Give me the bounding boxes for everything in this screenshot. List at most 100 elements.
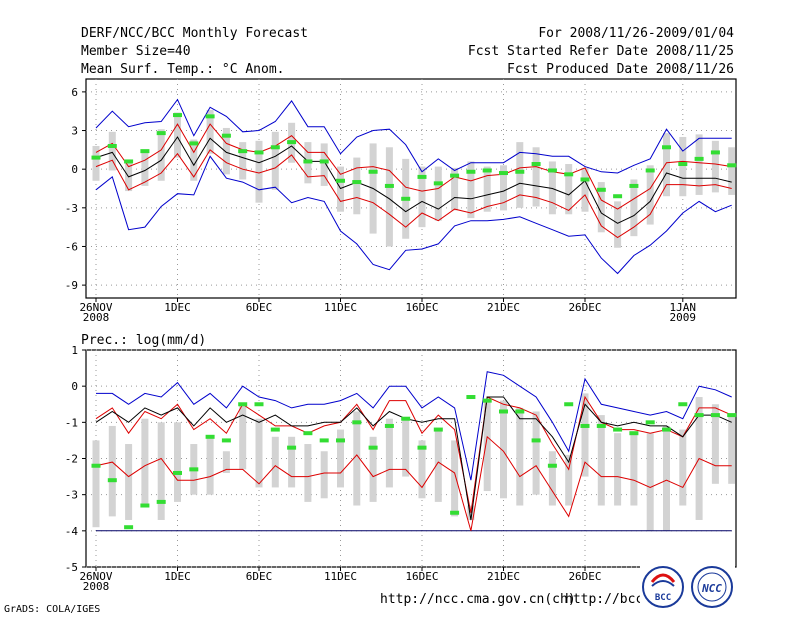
x-tick-label: 26DEC	[568, 570, 601, 583]
observed-marker	[401, 196, 411, 201]
spread-box	[711, 404, 719, 484]
y-tick-label: -1	[65, 416, 78, 429]
spread-box	[516, 407, 524, 506]
x-tick-label: 26NOV	[79, 301, 112, 314]
spread-box	[500, 165, 507, 211]
spread-box	[337, 166, 344, 212]
spread-box	[434, 429, 442, 502]
observed-marker	[221, 133, 231, 138]
spread-box	[695, 134, 703, 195]
spread-box	[141, 151, 149, 186]
spread-box	[337, 429, 344, 488]
observed-marker	[564, 172, 574, 177]
variable-label: Mean Surf. Temp.: °C Anom.	[81, 62, 285, 77]
spread-box	[467, 161, 475, 219]
spread-box	[451, 167, 459, 211]
observed-marker	[499, 409, 508, 414]
series-line-min	[95, 155, 732, 275]
observed-marker	[678, 402, 688, 407]
observed-marker	[727, 163, 737, 168]
spread-box	[108, 425, 116, 517]
y-tick-label: 6	[71, 86, 78, 99]
spread-box	[663, 425, 670, 531]
observed-marker	[417, 174, 427, 179]
observed-marker	[254, 402, 264, 407]
spread-box	[581, 167, 589, 212]
x-tick-label: 21DEC	[487, 570, 520, 583]
observed-marker	[466, 395, 476, 400]
y-tick-label: 1	[71, 344, 78, 357]
spread-box	[728, 147, 736, 195]
x-tick-label: 6DEC	[246, 570, 273, 583]
observed-marker	[205, 434, 215, 439]
spread-box	[532, 147, 540, 207]
series-line-median	[95, 136, 732, 224]
observed-marker	[580, 423, 590, 428]
observed-marker	[547, 463, 557, 468]
spread-box	[385, 418, 393, 488]
x-tick-label: 26DEC	[568, 301, 601, 314]
observed-marker	[580, 177, 590, 182]
x-tick-label: 6DEC	[246, 301, 273, 314]
x-tick-label: 16DEC	[405, 301, 438, 314]
spread-box	[385, 147, 393, 247]
spread-box	[630, 433, 638, 506]
series-line-lower	[95, 149, 732, 239]
spread-box	[548, 451, 556, 506]
spread-box	[614, 433, 622, 506]
y-tick-label: -9	[65, 279, 78, 292]
observed-marker	[238, 149, 248, 154]
observed-marker	[564, 402, 574, 407]
observed-marker	[450, 510, 460, 515]
url-ch[interactable]: http://ncc.cma.gov.cn(ch)	[380, 592, 576, 607]
series-line-median	[95, 396, 732, 521]
spread-box	[500, 400, 507, 499]
forecast-period: For 2008/11/26-2009/01/04	[538, 26, 734, 41]
observed-marker	[173, 470, 182, 475]
precip-label: Prec.: log(mm/d)	[81, 333, 207, 348]
series-line-upper	[95, 395, 732, 513]
observed-marker	[629, 431, 639, 436]
observed-marker	[352, 180, 362, 185]
spread-box	[369, 436, 377, 502]
spread-box	[483, 400, 491, 492]
observed-marker	[91, 155, 101, 160]
y-tick-label: -3	[65, 202, 78, 215]
spread-box	[271, 436, 279, 488]
observed-marker	[499, 171, 508, 176]
spread-box	[418, 166, 426, 228]
spread-box	[125, 444, 133, 520]
x-tick-label: 26NOV	[79, 570, 112, 583]
observed-marker	[221, 438, 231, 443]
url-en[interactable]: http://bcc.cma.gov.cn(en)	[565, 592, 641, 607]
chart-title: DERF/NCC/BCC Monthly Forecast	[81, 26, 308, 41]
observed-marker	[531, 162, 541, 167]
observed-marker	[91, 463, 101, 468]
observed-marker	[547, 168, 557, 173]
observed-marker	[645, 168, 655, 173]
x-tick-label: 1JAN	[670, 301, 697, 314]
x-tick-label: 1DEC	[164, 570, 191, 583]
y-tick-label: 3	[71, 125, 78, 138]
spread-box	[614, 201, 622, 248]
observed-marker	[384, 183, 394, 188]
observed-marker	[156, 499, 166, 504]
x-tick-label: 21DEC	[487, 301, 520, 314]
observed-marker	[515, 409, 525, 414]
x-tick-sublabel: 2009	[670, 311, 697, 324]
observed-marker	[189, 141, 199, 146]
spread-box	[516, 142, 524, 208]
spread-box	[222, 451, 230, 473]
observed-marker	[613, 427, 623, 432]
y-tick-label: 0	[71, 380, 78, 393]
spread-box	[157, 422, 165, 520]
observed-marker	[319, 438, 329, 443]
observed-marker	[384, 423, 394, 428]
observed-marker	[140, 503, 150, 508]
spread-box	[271, 131, 279, 190]
observed-marker	[287, 445, 297, 450]
spread-box	[288, 436, 296, 488]
spread-box	[353, 157, 361, 215]
observed-marker	[531, 438, 541, 443]
spread-box	[548, 161, 556, 215]
